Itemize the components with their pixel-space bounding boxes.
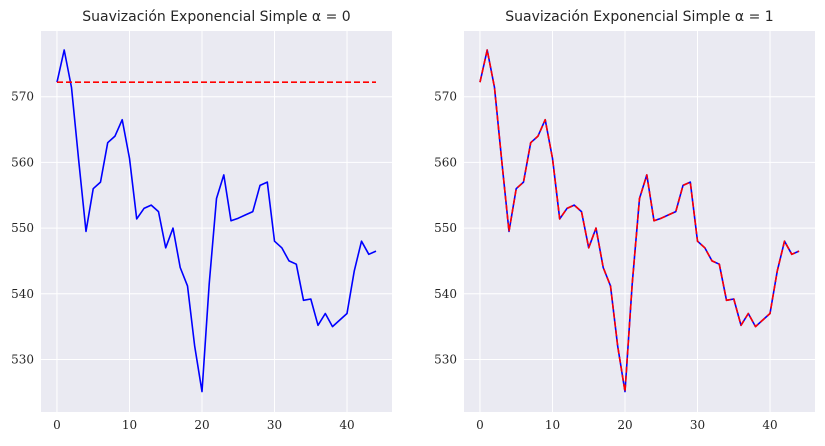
x-tick-label: 20	[617, 418, 632, 432]
chart-title: Suavización Exponencial Simple α = 0	[82, 9, 350, 25]
series-line-smoothed	[479, 49, 800, 393]
y-tick-label: 540	[11, 287, 34, 301]
plot-area	[41, 31, 392, 412]
chart-right: 0 10 20 30 40 530 540 550 560 570 Suavización Expo…	[434, 9, 815, 432]
y-tick-label: 530	[434, 352, 457, 366]
y-tick-label: 530	[11, 352, 34, 366]
x-tick-label: 30	[690, 418, 705, 432]
x-tick-label: 0	[476, 418, 484, 432]
x-tick-label: 40	[762, 418, 777, 432]
x-tick-label: 10	[545, 418, 560, 432]
y-tick-label: 560	[11, 155, 34, 169]
plot-area	[464, 31, 815, 412]
chart-title: Suavización Exponencial Simple α = 1	[505, 9, 773, 25]
x-tick-label: 20	[194, 418, 209, 432]
x-tick-label: 40	[339, 418, 354, 432]
y-tick-label: 540	[434, 287, 457, 301]
chart-left: 0 10 20 30 40 530 540 550 560 570 Suavización Expo…	[11, 9, 392, 432]
y-tick-label: 570	[11, 90, 34, 104]
x-tick-label: 0	[53, 418, 61, 432]
y-tick-label: 550	[11, 221, 34, 235]
y-tick-label: 560	[434, 155, 457, 169]
x-tick-label: 30	[267, 418, 282, 432]
x-tick-label: 10	[122, 418, 137, 432]
y-tick-label: 570	[434, 90, 457, 104]
series-line-original	[56, 49, 377, 393]
y-tick-label: 550	[434, 221, 457, 235]
